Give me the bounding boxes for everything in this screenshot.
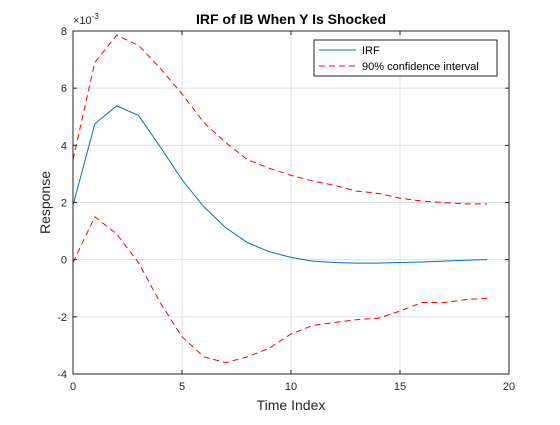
tick-marks: [72, 30, 510, 375]
tick-labels: 0 5 10 15 20 -4 -2 0 2 4 6 8: [57, 26, 515, 393]
y-tick-label: -2: [57, 312, 67, 324]
legend-label-confidence: 90% confidence interval: [362, 61, 479, 73]
y-axis-label: Response: [37, 171, 53, 234]
y-axis-exponent-label: ×10-3: [73, 12, 99, 27]
x-tick-label: 5: [179, 381, 185, 393]
x-tick-label: 20: [503, 381, 515, 393]
x-tick-label: 10: [285, 381, 297, 393]
y-tick-label: 6: [61, 83, 67, 95]
chart-title: IRF of IB When Y Is Shocked: [196, 11, 386, 27]
series-lines: [72, 34, 488, 364]
y-tick-label: 2: [61, 198, 67, 210]
x-tick-label: 0: [70, 381, 76, 393]
exponent-base: ×10: [73, 15, 92, 27]
y-tick-label: 4: [61, 140, 67, 152]
exponent-power: -3: [92, 12, 100, 21]
legend-box: [313, 39, 498, 77]
irf-line: [72, 105, 488, 264]
lower-confidence-line: [72, 216, 488, 364]
legend-label-irf: IRF: [362, 45, 380, 57]
y-tick-label: 8: [61, 26, 67, 38]
x-axis-label: Time Index: [257, 397, 326, 413]
upper-confidence-line: [72, 34, 488, 205]
x-tick-label: 15: [394, 381, 406, 393]
grid: [72, 30, 510, 375]
y-tick-label: 0: [61, 255, 67, 267]
y-tick-label: -4: [57, 369, 67, 381]
legend: IRF 90% confidence interval: [313, 39, 498, 77]
